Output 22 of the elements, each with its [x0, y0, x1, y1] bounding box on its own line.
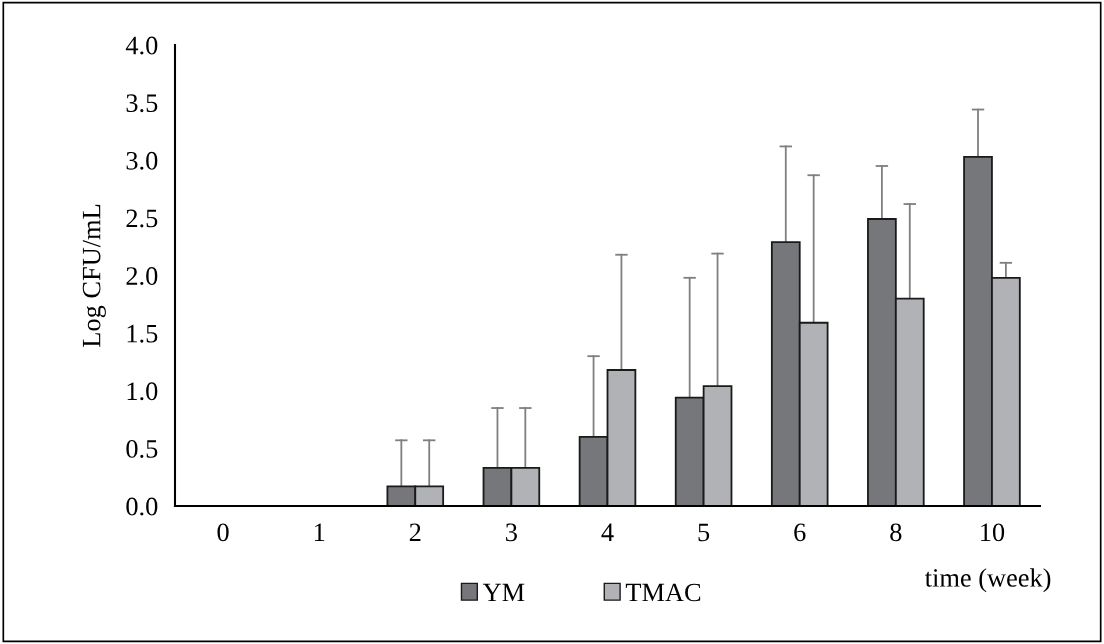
y-tick-label: 1.5: [127, 324, 158, 343]
legend-label: YM: [482, 583, 525, 602]
x-tick-label: 1: [314, 523, 325, 541]
x-tick-label: 3: [506, 523, 517, 542]
legend-label: TMAC: [625, 583, 701, 602]
x-tick-label: 8: [890, 523, 902, 542]
y-axis-title: Log CFU/mL: [82, 204, 106, 347]
x-tick-label: 6: [794, 523, 806, 542]
x-tick-label: 5: [698, 523, 710, 542]
x-tick-label: 10: [981, 523, 1005, 542]
x-tick-label: 4: [601, 523, 614, 541]
x-tick-label: 2: [409, 523, 421, 541]
y-tick-label: 2.0: [126, 267, 158, 286]
x-axis-title: time (week): [924, 568, 1051, 593]
y-tick-label: 0.0: [126, 497, 158, 516]
y-tick-label: 1.0: [127, 382, 158, 401]
y-tick-label: 3.5: [126, 94, 158, 113]
y-tick-label: 2.5: [126, 209, 158, 228]
y-tick-label: 0.5: [126, 439, 158, 458]
y-tick-label: 3.0: [126, 151, 158, 170]
x-tick-label: 0: [217, 523, 229, 542]
y-tick-label: 4.0: [125, 36, 158, 55]
